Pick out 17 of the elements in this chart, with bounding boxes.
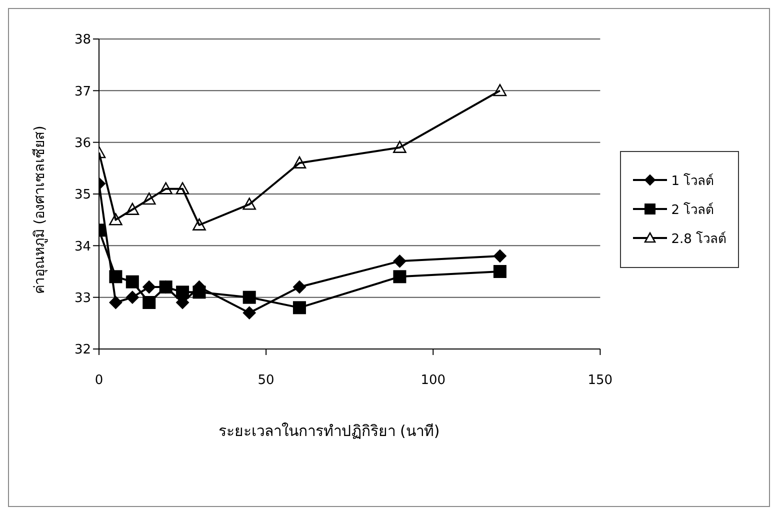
y-tick-label: 33 [74,290,91,306]
x-tick-label: 100 [420,373,446,388]
x-tick-label: 150 [588,373,613,388]
y-tick-label: 34 [74,239,91,254]
y-tick-label: 36 [74,136,91,151]
legend-label: 2 โวลต์ [671,201,714,220]
y-axis-title: ค่าอุณหภูมิ (องศาเซลเซียส) [32,126,48,294]
legend-label: 2.8 โวลต์ [671,230,726,248]
y-tick-label: 35 [74,188,91,203]
x-tick-label: 0 [94,373,104,388]
x-tick-label: 50 [258,373,274,388]
y-tick-label: 32 [74,342,91,358]
y-tick-label: 38 [74,32,91,48]
legend-label: 1 โวลต์ [671,172,714,190]
y-tick-label: 37 [74,84,91,100]
x-axis-title: ระยะเวลาในการทำปฏิกิริยา (นาที) [217,421,441,442]
point [493,265,506,278]
